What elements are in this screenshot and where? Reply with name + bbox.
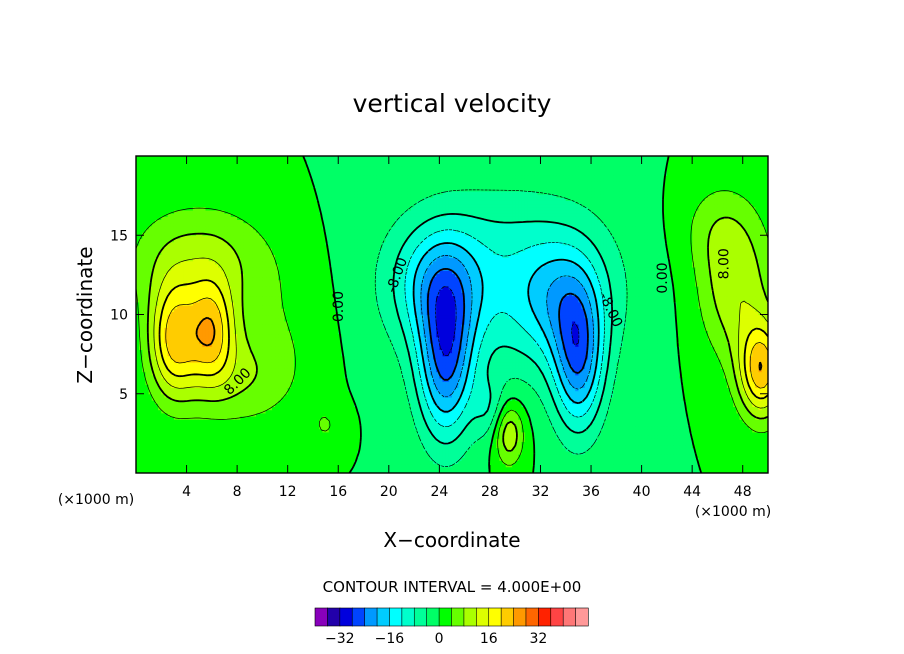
chart-svg: vertical velocity 8.000.00-8.00-8.000.00… bbox=[0, 0, 904, 654]
contour-field bbox=[136, 156, 769, 474]
chart-title: vertical velocity bbox=[353, 89, 552, 118]
